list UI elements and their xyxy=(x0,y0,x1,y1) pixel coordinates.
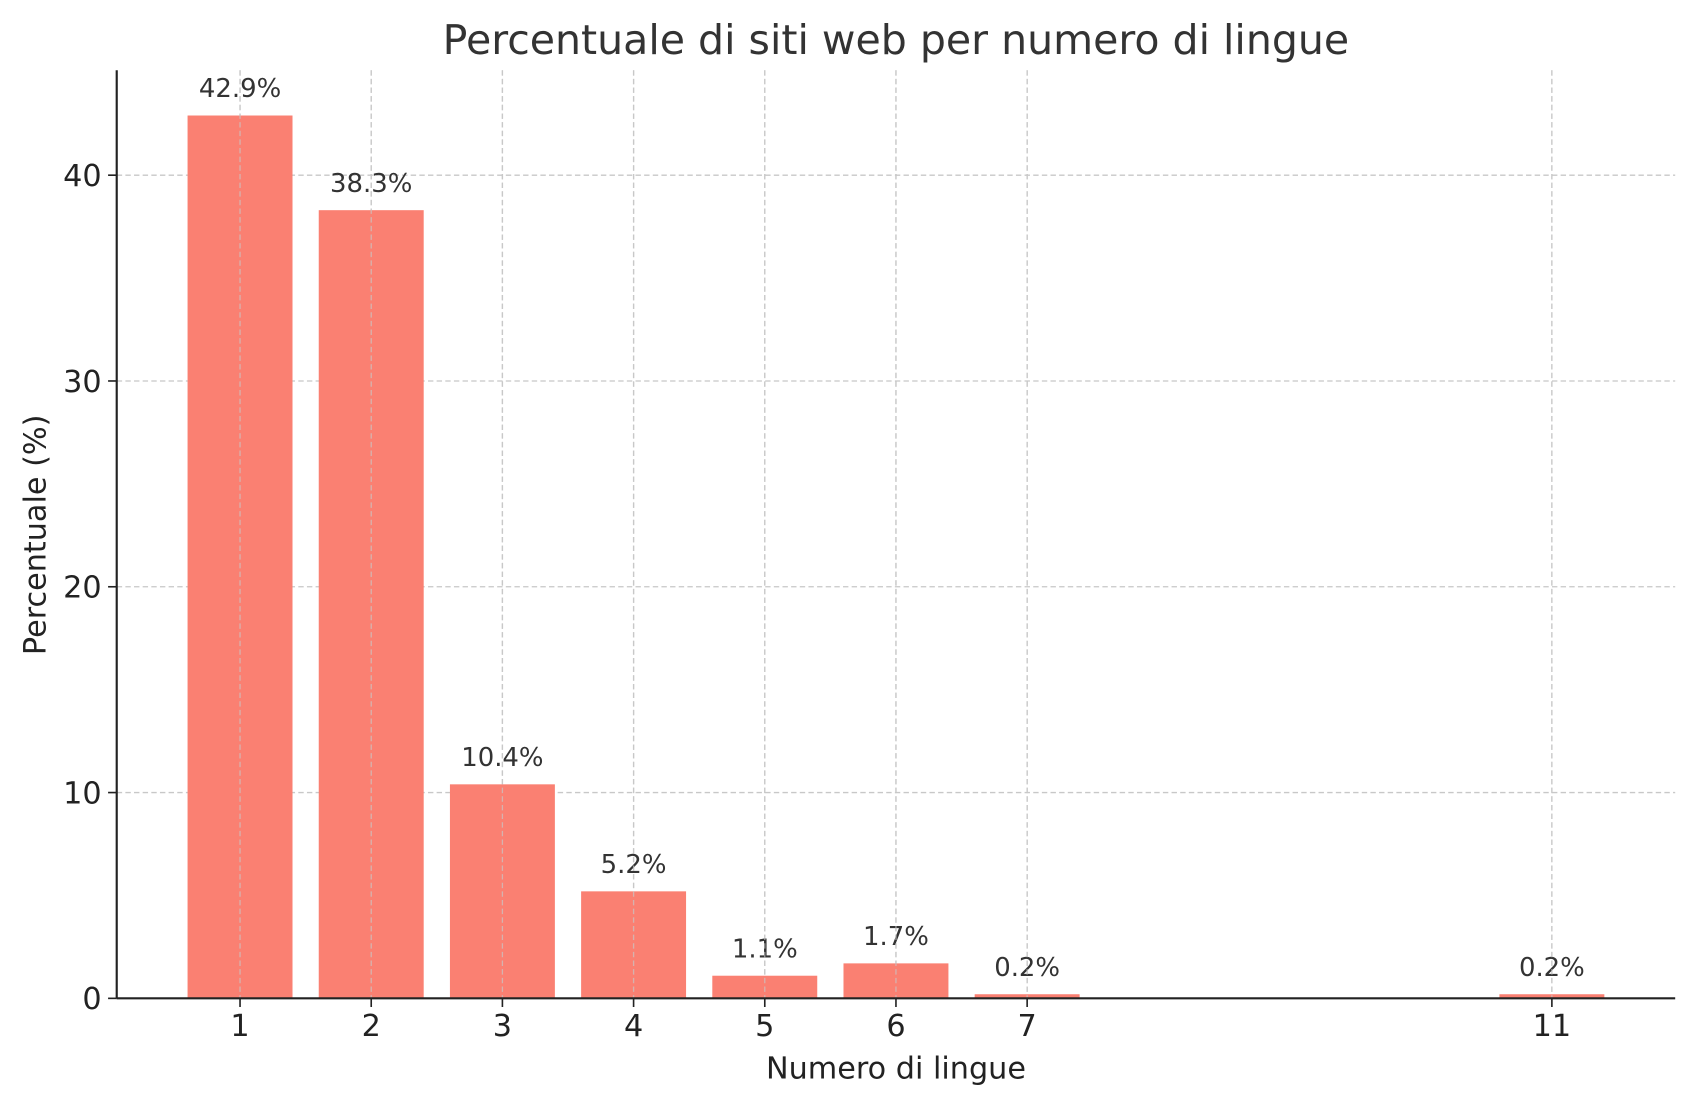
x-tick-label: 2 xyxy=(362,1009,381,1044)
y-tick-label: 40 xyxy=(63,159,102,194)
y-tick-label: 10 xyxy=(63,776,102,811)
x-tick-label: 3 xyxy=(493,1009,512,1044)
axes: 0 10 20 30 40 1 2 3 4 5 6 7 11 xyxy=(63,70,1676,1044)
y-tick-label: 20 xyxy=(63,571,102,606)
chart-title: Percentuale di siti web per numero di li… xyxy=(443,16,1350,64)
y-axis-label: Percentuale (%) xyxy=(18,415,53,655)
x-tick-label: 1 xyxy=(230,1009,249,1044)
bar xyxy=(318,210,424,999)
x-tick-label: 5 xyxy=(755,1009,774,1044)
x-axis-label: Numero di lingue xyxy=(766,1051,1026,1086)
data-labels: 42.9%38.3%10.4%5.2%1.1% 1.7%0.2% 0.2% xyxy=(199,70,1585,999)
x-tick-label: 7 xyxy=(1018,1009,1037,1044)
y-tick-label: 30 xyxy=(63,365,102,400)
x-tick-label: 11 xyxy=(1533,1009,1572,1044)
x-tick-label: 6 xyxy=(886,1009,905,1044)
y-tick-label: 0 xyxy=(82,982,101,1017)
x-tick-label: 4 xyxy=(624,1009,643,1044)
